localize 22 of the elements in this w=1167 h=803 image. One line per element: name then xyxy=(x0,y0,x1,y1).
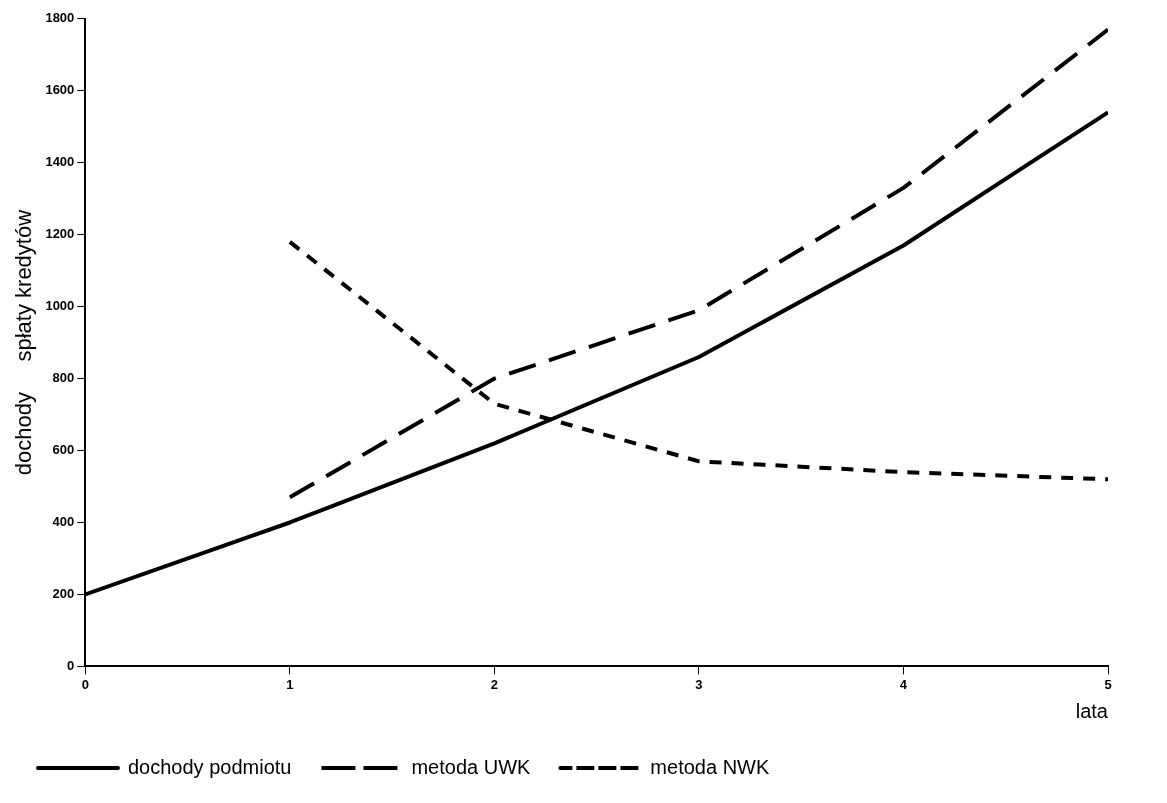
y-tick-label: 1600 xyxy=(45,82,75,98)
x-tick-label: 0 xyxy=(81,676,89,692)
x-tick-label: 1 xyxy=(286,676,294,692)
x-tick-label: 4 xyxy=(899,676,908,692)
y-tick-label: 0 xyxy=(67,657,75,673)
y-axis-title: dochody spłaty kredytów xyxy=(11,209,37,476)
x-tick-label: 5 xyxy=(1104,676,1112,692)
x-tick-label: 2 xyxy=(490,676,499,692)
y-tick-label: 400 xyxy=(52,514,75,530)
legend-label: metoda NWK xyxy=(650,755,770,778)
legend-label: dochody podmiotu xyxy=(128,755,292,778)
y-tick-label: 800 xyxy=(52,370,75,386)
legend-label: metoda UWK xyxy=(411,755,532,778)
y-tick-label: 600 xyxy=(52,442,75,458)
line-series xyxy=(287,27,1108,500)
x-tick-label: 3 xyxy=(695,676,703,692)
y-tick-label: 200 xyxy=(52,586,75,602)
y-tick-label: 1400 xyxy=(45,154,75,170)
x-axis-title: lata xyxy=(1075,699,1109,722)
y-tick-label: 1800 xyxy=(45,10,75,26)
y-tick-label: 1000 xyxy=(45,298,75,314)
y-tick-label: 1200 xyxy=(45,226,75,242)
